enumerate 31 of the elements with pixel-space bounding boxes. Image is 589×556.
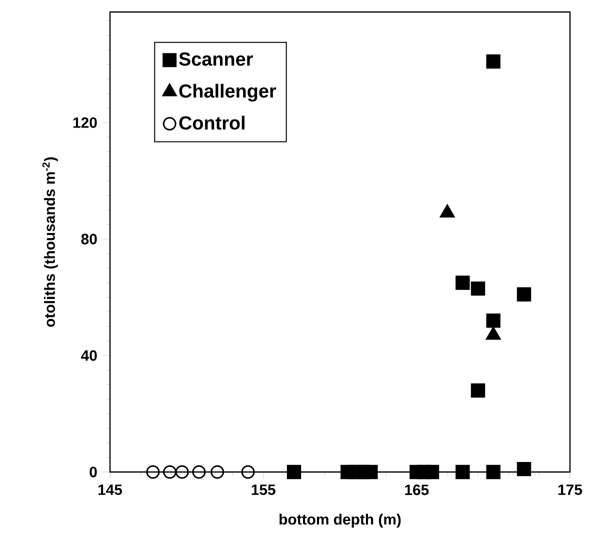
point — [163, 465, 177, 479]
legend-label: Scanner — [179, 52, 253, 66]
legend-label: Challenger — [179, 84, 276, 102]
point — [456, 276, 470, 290]
point — [470, 281, 486, 296]
point — [286, 464, 302, 480]
legend-label: Control — [179, 116, 244, 130]
point — [146, 465, 160, 479]
point — [175, 465, 189, 479]
point — [192, 465, 206, 479]
point — [486, 464, 500, 480]
point — [470, 383, 486, 398]
x-tick-label: 165 — [405, 484, 429, 496]
point — [424, 464, 440, 480]
y-tick-label: 40 — [81, 350, 97, 361]
point — [364, 464, 378, 480]
y-tick-label: 0 — [90, 466, 97, 478]
x-axis-title: bottom depth (m) — [280, 514, 401, 528]
y-axis-title: otoliths (thousands m$^{-2}$) — [42, 157, 58, 327]
x-tick-label: 145 — [98, 484, 122, 495]
y-tick-label: 80 — [81, 234, 97, 244]
point — [241, 465, 255, 479]
x-tick-label: 155 — [252, 484, 276, 495]
y-tick-label: 120 — [73, 117, 97, 128]
point — [210, 465, 224, 479]
x-tick-label: 175 — [558, 484, 582, 495]
point — [516, 287, 532, 302]
point — [486, 313, 500, 328]
point — [516, 462, 532, 476]
point — [456, 464, 470, 480]
point — [486, 54, 500, 69]
